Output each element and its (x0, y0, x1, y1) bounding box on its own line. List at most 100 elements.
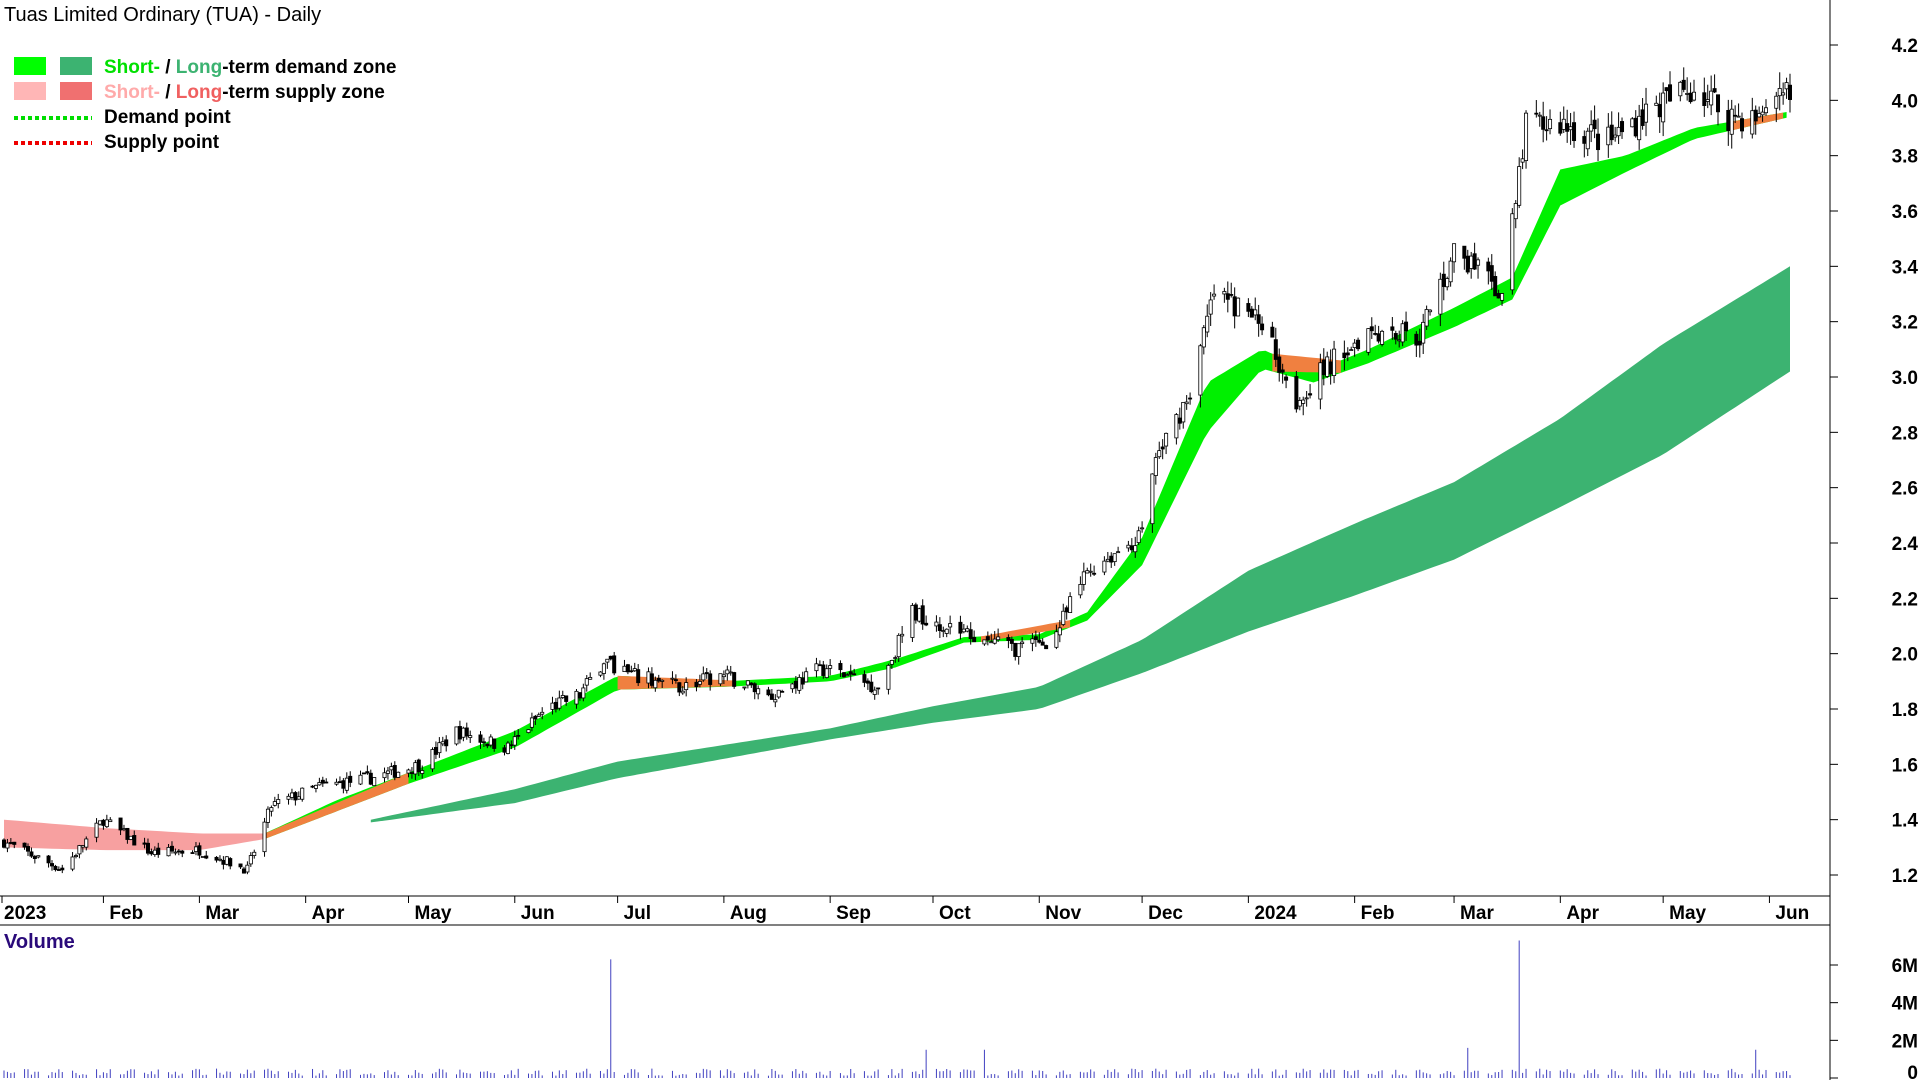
candle-body (752, 683, 757, 693)
candle-body (1109, 555, 1114, 563)
volume-tick-label: 4M (1892, 994, 1918, 1015)
candle-body (1212, 293, 1217, 297)
candle-body (1613, 134, 1618, 138)
candle-body (1472, 253, 1477, 270)
candle-body (1764, 107, 1769, 114)
candle-body (1524, 112, 1529, 161)
price-tick-label: 3.4 (1892, 257, 1919, 278)
candle-body (800, 677, 805, 685)
time-tick-label: Nov (1045, 903, 1081, 924)
candle-body (276, 799, 281, 804)
candle-body (1489, 265, 1494, 282)
candle-body (358, 774, 363, 785)
candle-body (1013, 642, 1018, 657)
candle-body (440, 741, 445, 745)
candle-body (1153, 457, 1158, 476)
candle-body (492, 738, 497, 749)
candle-body (1417, 340, 1422, 346)
candle-body (152, 849, 157, 855)
candle-body (1105, 558, 1110, 562)
candle-body (577, 692, 582, 699)
candle-body (176, 850, 181, 853)
candle-body (1205, 315, 1210, 333)
candle-body (372, 777, 377, 787)
candle-body (553, 701, 558, 710)
candle-body (1534, 112, 1539, 115)
candle-body (1256, 314, 1261, 324)
candle-body (29, 851, 34, 857)
candle-body (1729, 108, 1734, 135)
candle-body (869, 681, 874, 693)
candle-body (1572, 122, 1577, 142)
candle-body (766, 689, 771, 696)
candle-body (1565, 123, 1570, 132)
candle-body (132, 835, 137, 846)
candle-body (80, 845, 85, 848)
candle-body (1438, 278, 1443, 315)
candle-body (1184, 401, 1189, 405)
candle-body (910, 605, 915, 638)
candle-body (252, 851, 257, 856)
candle-body (241, 868, 246, 874)
candle-body (1188, 397, 1193, 400)
volume-tick-label: 2M (1892, 1031, 1918, 1052)
price-tick-label: 1.4 (1892, 811, 1919, 832)
candles-layer (2, 67, 1793, 875)
candle-body (94, 822, 99, 838)
candle-body (721, 674, 726, 678)
candle-body (649, 673, 654, 686)
candle-body (1788, 84, 1793, 100)
candle-body (1469, 255, 1474, 269)
candle-body (197, 845, 202, 856)
candle-body (392, 765, 397, 778)
time-tick-label: Mar (205, 903, 239, 924)
legend-label-part: Long (176, 82, 222, 103)
time-tick-label: Jul (624, 903, 651, 924)
time-tick-label: Jun (1775, 903, 1809, 924)
candle-body (461, 727, 466, 738)
candle-body (1606, 126, 1611, 146)
candle-body (636, 669, 641, 684)
long-term-demand-zone (370, 266, 1790, 823)
candle-body (1692, 91, 1697, 101)
candle-body (865, 680, 870, 684)
candle-body (1054, 631, 1059, 648)
candle-body (509, 744, 514, 747)
candle-body (382, 772, 387, 779)
candle-body (1664, 87, 1669, 92)
candle-body (1284, 376, 1289, 381)
candle-body (1685, 93, 1690, 95)
candle-body (1318, 362, 1323, 400)
candle-body (286, 795, 291, 800)
candle-body (53, 865, 58, 871)
candle-body (1321, 359, 1326, 376)
candle-body (1249, 308, 1254, 318)
candle-body (1061, 610, 1066, 625)
candle-body (224, 856, 229, 865)
candle-body (773, 699, 778, 703)
candle-body (406, 769, 411, 774)
candle-body (1753, 109, 1758, 122)
candle-body (961, 628, 966, 633)
volume-title: Volume (4, 931, 75, 953)
candle-body (1740, 118, 1745, 132)
candle-body (193, 846, 198, 852)
candle-body (1633, 117, 1638, 137)
candle-body (324, 781, 329, 784)
candle-body (965, 628, 970, 632)
candle-body (1040, 641, 1045, 646)
candle-body (889, 660, 894, 665)
time-tick-label: Oct (939, 903, 971, 924)
candle-body (564, 695, 569, 702)
candle-body (1784, 82, 1789, 90)
candle-body (1702, 92, 1707, 106)
candle-body (488, 736, 493, 746)
price-tick-label: 2.6 (1892, 479, 1918, 500)
candle-body (1116, 551, 1121, 554)
candle-body (1085, 570, 1090, 574)
candle-body (1750, 110, 1755, 135)
candle-body (872, 689, 877, 695)
candle-body (862, 674, 867, 683)
